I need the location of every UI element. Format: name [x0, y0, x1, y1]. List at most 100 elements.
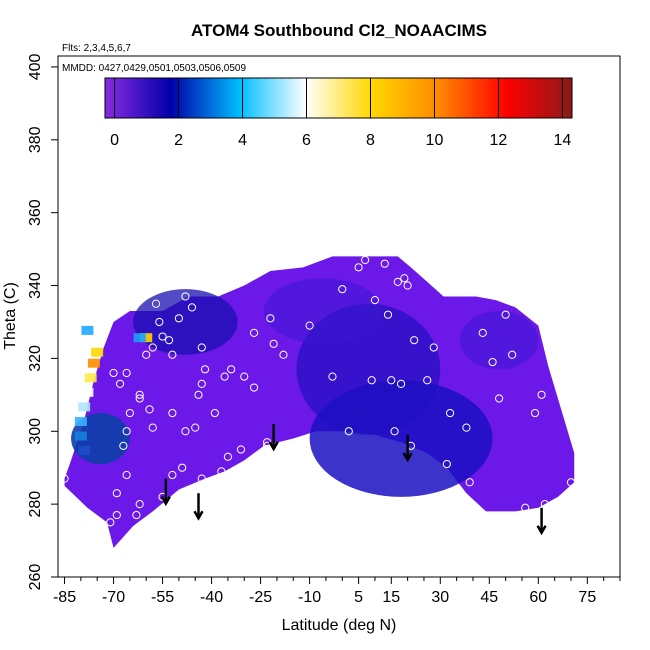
x-tick-label: -40: [200, 589, 223, 606]
x-tick-label: 45: [480, 589, 498, 606]
sample-point: [344, 427, 353, 436]
x-tick-label: -55: [151, 589, 174, 606]
sample-point: [501, 310, 510, 319]
sample-point: [148, 423, 157, 432]
sample-point: [181, 292, 190, 301]
sample-point: [142, 350, 151, 359]
x-tick-label: -25: [249, 589, 272, 606]
sample-point: [145, 405, 154, 414]
colorbar-tick-label: 4: [238, 132, 247, 149]
sample-point: [151, 299, 161, 308]
arrow-head: [160, 496, 171, 507]
sample-point: [445, 408, 455, 418]
y-tick-label: 260: [27, 564, 44, 591]
x-tick-label: 60: [529, 589, 547, 606]
x-axis: -85 -70 -55 -40 -25 -10 5 15 30 45 60 75: [53, 577, 621, 606]
sample-point: [390, 427, 399, 436]
x-tick-label: -70: [102, 589, 125, 606]
sample-point: [197, 379, 206, 389]
sample-point: [338, 285, 347, 294]
sample-point: [168, 470, 177, 480]
sample-point: [178, 463, 187, 472]
sample-point: [227, 365, 236, 374]
sample-point: [423, 376, 432, 385]
sample-point: [410, 336, 419, 345]
field-highlight: [140, 333, 153, 343]
sample-point: [530, 408, 540, 418]
field-highlight: [133, 333, 146, 343]
chart-title: ATOM4 Southbound Cl2_NOAACIMS: [191, 21, 487, 40]
sample-point: [328, 372, 337, 381]
field-highlight: [78, 402, 91, 412]
sample-point: [540, 500, 549, 509]
sample-point: [112, 489, 121, 498]
colorbar-tick-label: 8: [366, 132, 375, 149]
sample-point: [508, 350, 517, 359]
sample-point: [60, 474, 69, 483]
arrow-head: [536, 525, 547, 536]
field-blob: [133, 289, 238, 355]
field-highlight: [87, 358, 100, 368]
sample-point: [135, 390, 144, 399]
sample-point: [547, 325, 556, 334]
sample-point: [383, 310, 393, 319]
x-tick-label: 30: [431, 589, 449, 606]
sample-point: [429, 343, 438, 352]
sample-point: [537, 390, 546, 399]
sample-point: [168, 408, 177, 418]
sample-point: [566, 478, 576, 487]
colorbar-tick-label: 2: [174, 132, 183, 149]
sample-point: [249, 383, 259, 392]
sample-point: [197, 343, 206, 352]
x-tick-label: 15: [382, 589, 400, 606]
sample-point: [387, 376, 396, 385]
sample-point: [354, 263, 363, 272]
sample-point: [400, 274, 409, 283]
arrow-head: [402, 452, 413, 463]
colorbar-tick-label: 0: [110, 132, 119, 149]
sample-point: [269, 339, 278, 348]
sample-point: [197, 474, 206, 483]
field-highlight: [74, 431, 87, 441]
sample-point: [305, 321, 314, 330]
sample-point: [194, 390, 203, 399]
sample-point: [240, 372, 249, 381]
heatmap-field: [64, 256, 575, 548]
field-blob: [459, 311, 539, 370]
sample-point: [135, 500, 144, 509]
sample-point: [403, 281, 412, 290]
field-highlight: [84, 373, 97, 383]
sample-point: [155, 317, 164, 327]
sample-point: [236, 445, 246, 454]
sample-point: [119, 441, 128, 450]
sample-point: [488, 357, 497, 367]
sample-point: [174, 314, 183, 323]
x-tick-label: 5: [354, 589, 363, 606]
field-highlight: [91, 347, 104, 357]
sample-point: [168, 350, 177, 359]
sample-point: [135, 394, 144, 403]
plot-frame: [57, 55, 621, 578]
y-tick-label: 400: [27, 53, 44, 80]
sample-point: [266, 314, 275, 323]
arrows-group: [160, 423, 547, 536]
y-tick-label: 280: [27, 491, 44, 518]
sample-point: [465, 478, 474, 487]
y-tick-label: 320: [27, 345, 44, 372]
x-tick-label: -85: [53, 589, 76, 606]
sample-point: [200, 365, 210, 374]
sample-point: [122, 368, 131, 378]
field-highlight: [78, 446, 91, 456]
colorbar-tick-label: 10: [426, 132, 444, 149]
sample-point: [122, 427, 131, 436]
y-axis: 260 280 300 320 340 360 380 400: [27, 53, 58, 590]
sample-point: [158, 332, 167, 341]
sample-point: [462, 423, 471, 432]
sample-point: [380, 259, 389, 268]
sample-point: [181, 427, 190, 436]
colorbar: [104, 77, 573, 119]
sample-point: [442, 459, 451, 469]
field-highlight: [84, 336, 97, 346]
arrow-head: [193, 510, 204, 521]
